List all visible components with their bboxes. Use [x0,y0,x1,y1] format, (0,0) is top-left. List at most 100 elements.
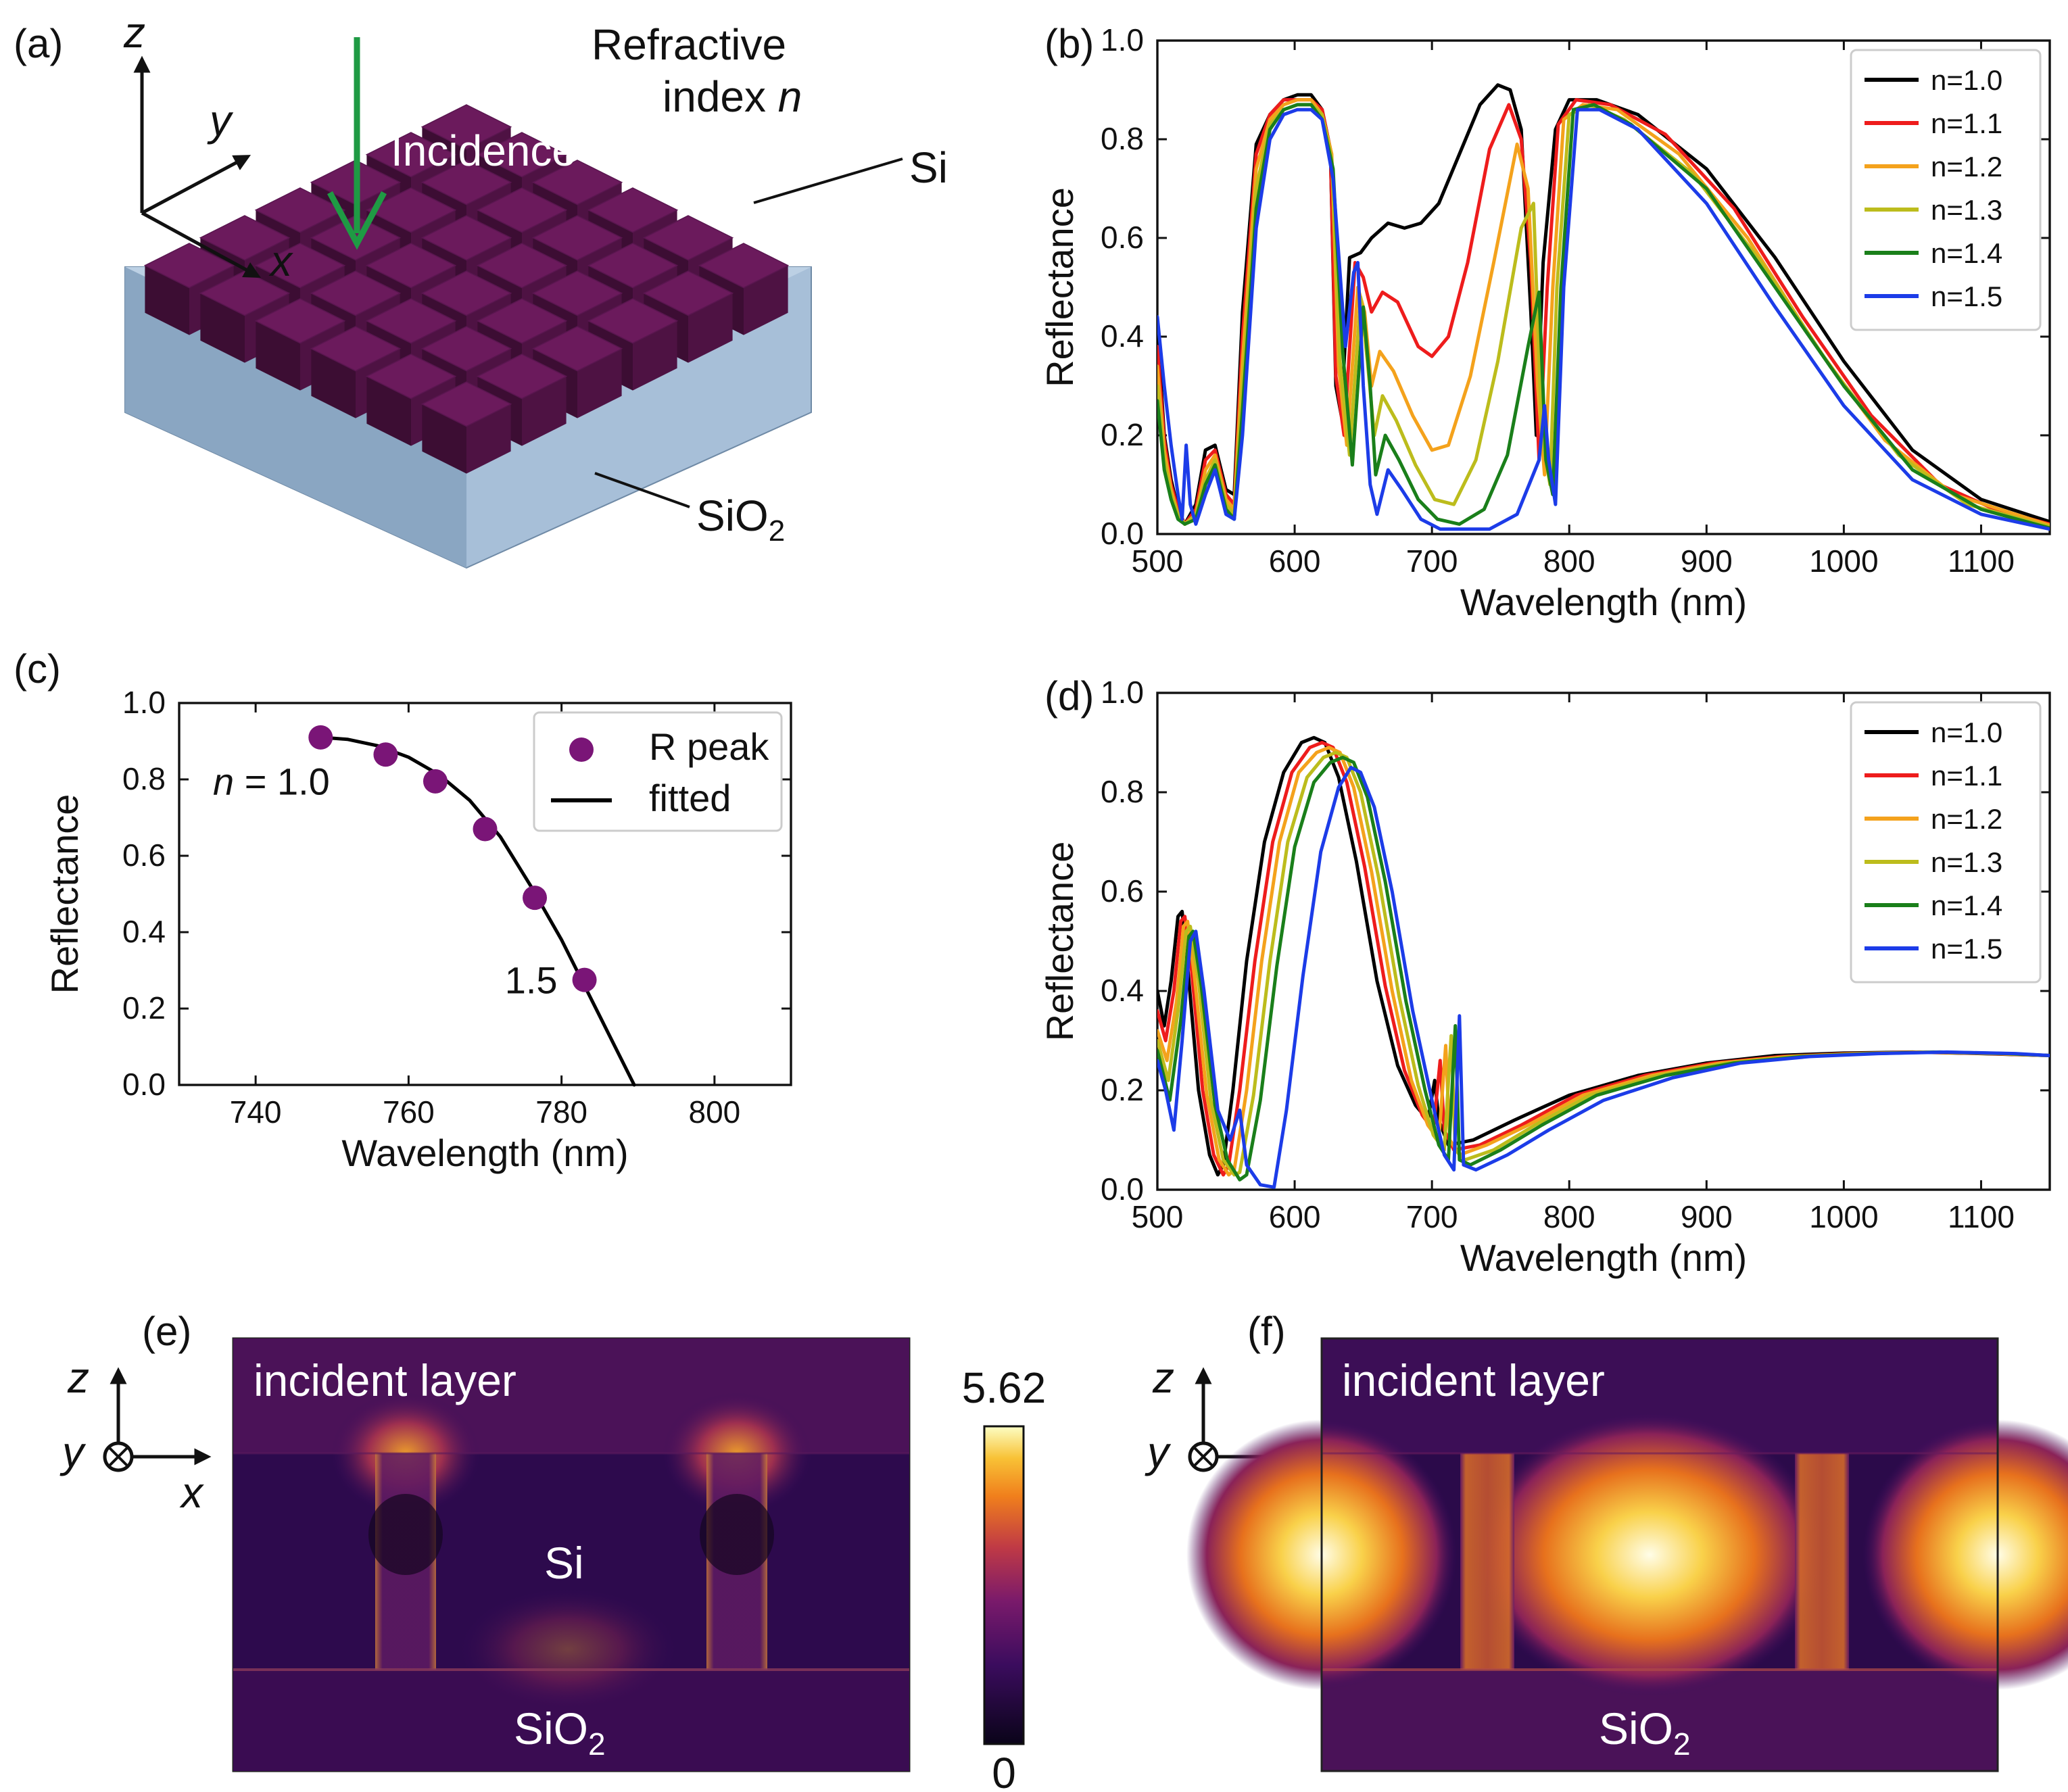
e-sio2-label: SiO2 [514,1703,606,1762]
e-axis-z-label: z [67,1353,89,1402]
f-axis-z-label: z [1152,1353,1174,1402]
sio2-leader-line [594,472,690,508]
series-line-n=1.5 [1157,765,2050,1189]
panel-f: (f) z y x incident layer SiO2 [1145,1309,2068,1772]
y-tick-label: 0.6 [122,838,166,873]
series-line-n=1.4 [1157,756,2050,1182]
series-group [1157,83,2050,531]
y-axis-label: Reflectance [43,794,86,994]
colorbar [983,1425,1025,1745]
panel-f-label: (f) [1247,1309,1286,1354]
si-pillar-array [143,104,790,474]
peak-point [308,725,333,750]
e-axis-y-cross [108,1447,128,1467]
panel-e-label: (e) [142,1309,191,1354]
legend-peak-label: R peak [649,725,769,768]
x-axis-label: Wavelength (nm) [1460,581,1747,623]
legend-label: n=1.4 [1931,237,2002,269]
chart-d: (d) 500 600 700 800 900 1000 1100 0.0 0.2 0.4 0.6 0… [1038,673,2051,1279]
y-axis-label: Reflectance [1038,842,1081,1042]
legend-label: n=1.2 [1931,803,2002,835]
y-tick-label: 0.8 [1101,774,1144,809]
y-tick-label: 0.4 [1101,318,1144,354]
y-tick-label: 0.2 [1101,417,1144,452]
peak-point [473,817,498,842]
e-field-map [232,1337,911,1772]
peak-point [423,769,448,794]
legend-label: n=1.2 [1931,151,2002,183]
f-incident-layer-label: incident layer [1342,1355,1605,1405]
y-axis-label: Reflectance [1038,187,1081,387]
refractive-index-text: index n [663,72,802,121]
chart-c: (c) 740 760 780 800 0.0 0.2 0.4 0.6 0.8 1.0 Wavele… [14,646,792,1174]
y-tick-label: 0.0 [1101,516,1144,551]
f-axis-y-cross [1193,1447,1213,1467]
x-tick-label: 740 [230,1094,282,1130]
x-tick-label: 800 [1543,1199,1595,1234]
x-tick-label: 500 [1132,1199,1184,1234]
legend-label: n=1.5 [1931,281,2002,312]
x-tick-label: 1000 [1809,543,1878,579]
si-pillar [420,381,512,474]
axis-z-label: z [123,8,145,57]
legend-label: n=1.4 [1931,890,2002,921]
x-tick-label: 500 [1132,543,1184,579]
x-tick-label: 1100 [1948,1199,2015,1234]
x-tick-label: 900 [1681,1199,1733,1234]
colorbar-max-label: 5.62 [962,1363,1047,1412]
peak-point [572,967,597,992]
legend-box [1850,49,2042,331]
e-incident-layer-label: incident layer [254,1355,516,1405]
y-tick-label: 1.0 [1101,22,1144,57]
legend-label: n=1.3 [1931,194,2002,226]
annotation-n-1.0: n = 1.0 [213,760,330,803]
legend-label: n=1.1 [1931,760,2002,792]
x-axis-label: Wavelength (nm) [1460,1236,1747,1279]
y-tick-label: 0.2 [1101,1072,1144,1107]
incidence-arrowhead [327,191,387,250]
series-line-n=1.5 [1157,107,2050,531]
panel-d-label: (d) [1044,673,1094,719]
x-tick-label: 1000 [1809,1199,1878,1234]
series-group [1157,735,2050,1189]
incidence-label: Incidence [391,126,576,175]
panel-b-label: (b) [1044,21,1094,66]
axis-y-label: y [207,96,234,145]
y-tick-label: 0.8 [122,761,166,796]
legend-label: n=1.5 [1931,933,2002,965]
legend-label: n=1.1 [1931,107,2002,139]
f-axis-y-label: y [1145,1428,1172,1476]
refractive-label: Refractive [592,20,786,69]
e-axis-x-label: x [179,1468,204,1517]
axis-x-label: x [268,237,293,285]
x-tick-label: 760 [383,1094,435,1130]
legend-label: n=1.3 [1931,846,2002,878]
y-tick-label: 0.4 [1101,973,1144,1008]
legend-label: n=1.0 [1931,64,2002,96]
f-sio2-label: SiO2 [1599,1703,1691,1762]
axis-y-arrow [141,155,251,215]
legend-label: n=1.0 [1931,717,2002,748]
x-tick-label: 780 [535,1094,587,1130]
plot-frame [1156,692,2051,1191]
x-axis-label: Wavelength (nm) [341,1132,628,1174]
y-tick-label: 0.2 [122,990,166,1025]
peak-point [373,742,398,767]
colorbar-min-label: 0 [992,1749,1016,1792]
chart-b: (b) 500 600 700 800 900 1000 1100 0.0 0.2 0.4 0.6 0… [1038,21,2051,623]
y-tick-label: 0.6 [1101,873,1144,909]
axis-x-arrow [141,211,261,278]
annotation-n-1.5: 1.5 [505,959,558,1001]
e-si-label: Si [544,1538,584,1588]
peak-point [523,886,548,911]
e-axis-y-label: y [59,1428,87,1476]
x-tick-label: 700 [1406,1199,1458,1234]
y-tick-label: 0.6 [1101,220,1144,255]
y-tick-label: 1.0 [1101,675,1144,710]
panel-a-label: (a) [14,21,63,66]
sio2-label: SiO2 [696,491,785,548]
si-label: Si [909,143,948,192]
si-leader-line [753,158,903,204]
plot-frame [1156,39,2051,535]
